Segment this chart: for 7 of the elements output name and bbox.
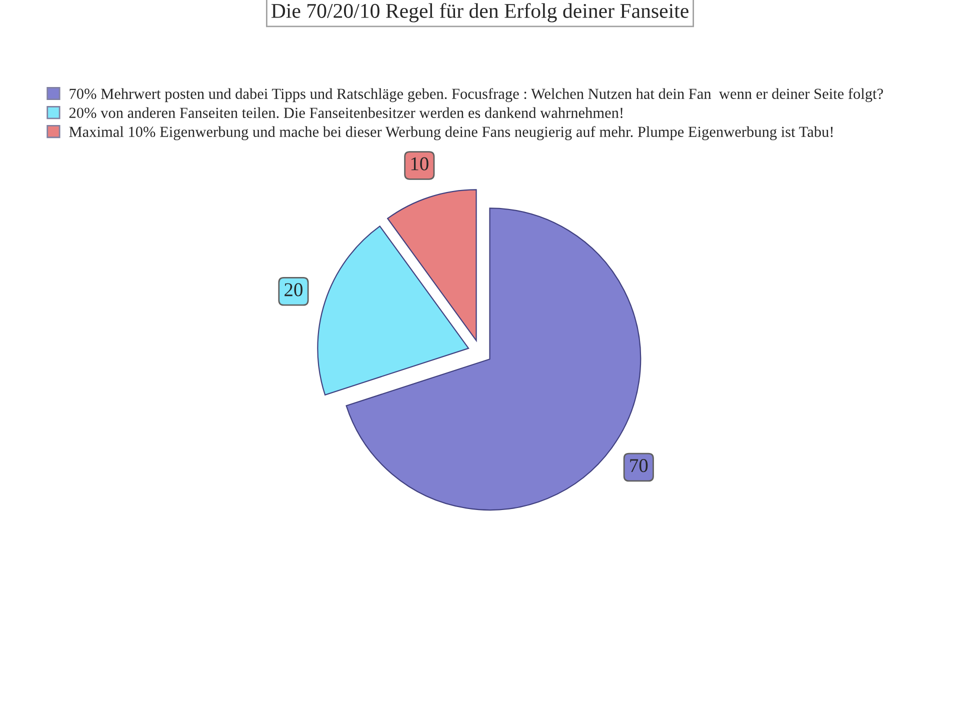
data-label: 20 (284, 283, 302, 296)
legend-label: 20% von anderen Fanseiten teilen. Die Fanseitenbesitzer werden es dankend wahrnehmen! (69, 107, 622, 118)
chart-title: Die 70/20/10 Regel für den Erfolg deiner Fanseite (271, 3, 688, 22)
data-label: 70 (630, 459, 648, 472)
data-label: 10 (411, 157, 428, 170)
legend-label: Maximal 10% Eigenwerbung und mache bei dieser Werbung deine Fans neugierig auf mehr. Plumpe Eigenwerbung ist Tabu! (69, 126, 833, 140)
legend-label: 70% Mehrwert posten und dabei Tipps und Ratschläge geben. Focusfrage : Welchen Nutzen hat dein Fan wenn er deiner Seite folgt? (70, 88, 883, 102)
